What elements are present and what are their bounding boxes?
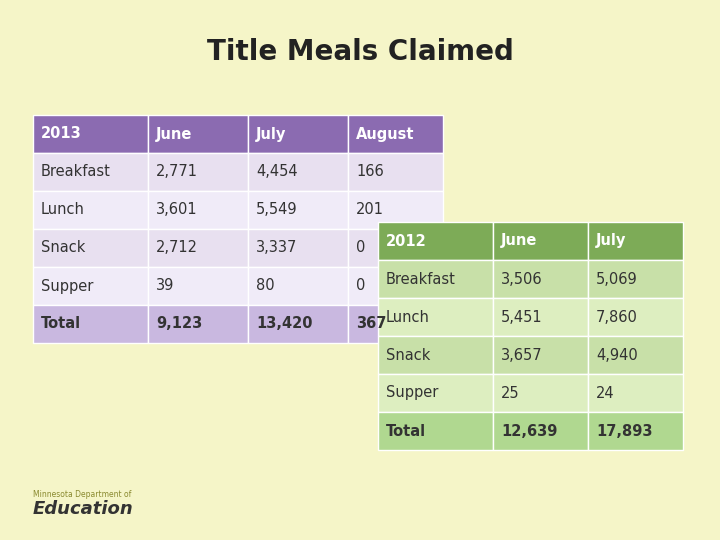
Text: 0: 0 [356,279,365,294]
Bar [148,305,248,343]
Bar [248,229,348,267]
Text: 9,123: 9,123 [156,316,202,332]
Text: Lunch: Lunch [41,202,85,218]
Bar [378,374,493,412]
Text: Total: Total [386,423,426,438]
Text: Snack: Snack [41,240,86,255]
Bar [378,298,493,336]
Bar [493,374,588,412]
Bar [148,229,248,267]
Bar [348,191,443,229]
Text: 4,940: 4,940 [596,348,638,362]
Bar [493,298,588,336]
Text: 367: 367 [356,316,387,332]
Bar [248,115,348,153]
Text: July: July [596,233,626,248]
Bar [33,191,148,229]
Bar [348,305,443,343]
Text: 17,893: 17,893 [596,423,652,438]
Text: 12,639: 12,639 [501,423,557,438]
Text: 3,506: 3,506 [501,272,543,287]
Text: 39: 39 [156,279,174,294]
Text: June: June [501,233,537,248]
Bar [248,267,348,305]
Text: 2,712: 2,712 [156,240,198,255]
Text: Breakfast: Breakfast [386,272,456,287]
Text: 5,069: 5,069 [596,272,638,287]
Text: 0: 0 [356,240,365,255]
Text: 13,420: 13,420 [256,316,312,332]
Bar [378,336,493,374]
Text: Title Meals Claimed: Title Meals Claimed [207,38,513,66]
Text: Education: Education [33,500,134,518]
Bar [588,336,683,374]
Bar [588,222,683,260]
Text: Supper: Supper [386,386,438,401]
Text: 3,601: 3,601 [156,202,197,218]
Text: July: July [256,126,287,141]
Bar [348,229,443,267]
Bar [248,153,348,191]
Bar [248,305,348,343]
Bar [493,336,588,374]
Text: Snack: Snack [386,348,431,362]
Bar [348,153,443,191]
Bar [493,260,588,298]
Text: 201: 201 [356,202,384,218]
Text: 25: 25 [501,386,520,401]
Bar [33,229,148,267]
Text: Minnesota Department of: Minnesota Department of [33,490,131,499]
Bar [148,191,248,229]
Text: 80: 80 [256,279,274,294]
Bar [148,115,248,153]
Bar [348,115,443,153]
Text: 2012: 2012 [386,233,427,248]
Text: 2013: 2013 [41,126,82,141]
Bar [378,222,493,260]
Text: 7,860: 7,860 [596,309,638,325]
Bar [588,374,683,412]
Bar [348,267,443,305]
Text: Lunch: Lunch [386,309,430,325]
Text: August: August [356,126,415,141]
Bar [493,222,588,260]
Text: Breakfast: Breakfast [41,165,111,179]
Text: 24: 24 [596,386,615,401]
Text: June: June [156,126,192,141]
Bar [33,153,148,191]
Text: Total: Total [41,316,81,332]
Bar [588,260,683,298]
Text: 5,549: 5,549 [256,202,297,218]
Bar [33,305,148,343]
Text: 4,454: 4,454 [256,165,297,179]
Bar [248,191,348,229]
Text: 2,771: 2,771 [156,165,198,179]
Text: 5,451: 5,451 [501,309,543,325]
Bar [33,267,148,305]
Text: 3,337: 3,337 [256,240,297,255]
Bar [588,298,683,336]
Bar [148,153,248,191]
Bar [148,267,248,305]
Text: 166: 166 [356,165,384,179]
Bar [33,115,148,153]
Bar [378,412,493,450]
Bar [588,412,683,450]
Text: Supper: Supper [41,279,94,294]
Bar [378,260,493,298]
Text: 3,657: 3,657 [501,348,543,362]
Bar [493,412,588,450]
